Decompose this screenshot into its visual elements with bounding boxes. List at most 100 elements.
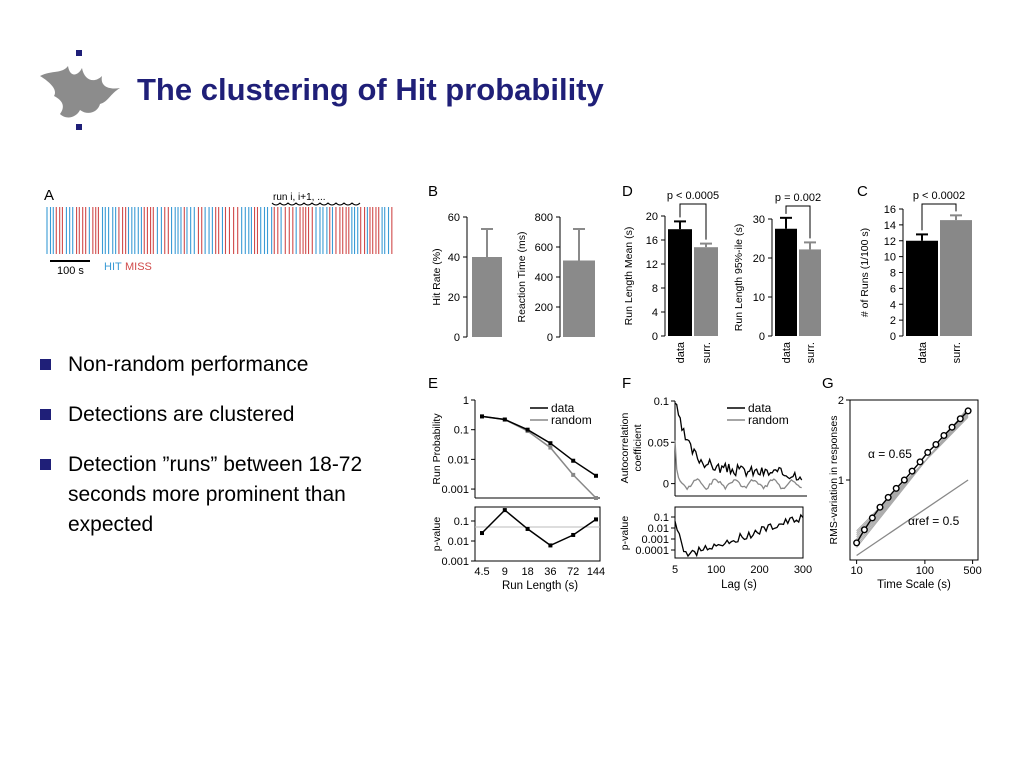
y-tick-label: 1 xyxy=(463,395,469,407)
legend-random-label: random xyxy=(551,413,592,427)
data-point xyxy=(571,472,576,477)
y-tick-label: 16 xyxy=(884,204,896,216)
data-point xyxy=(502,417,507,422)
run-bracket xyxy=(271,202,361,206)
data-point xyxy=(853,539,861,547)
reference-alpha-label: αref = 0.5 xyxy=(908,514,960,528)
flame-shape xyxy=(40,66,120,118)
y-axis-label: # of Runs (1/100 s) xyxy=(859,228,871,317)
x-tick-label: 100 xyxy=(916,565,934,577)
data-point xyxy=(900,476,908,484)
y-tick-label: 0.1 xyxy=(654,512,669,524)
y-tick-label: 16 xyxy=(646,235,658,247)
data-point xyxy=(548,543,553,548)
panel-letter-g: G xyxy=(822,375,834,392)
y-axis-label: p-value xyxy=(431,517,443,552)
bullet-item: Non-random performance xyxy=(40,350,370,380)
x-tick-label: 5 xyxy=(672,564,678,576)
y-axis-label: coefficient xyxy=(632,424,644,471)
y-tick-label: 0 xyxy=(663,479,669,491)
y-tick-label: 0.1 xyxy=(454,516,469,528)
y-axis-label: Hit Rate (%) xyxy=(431,248,443,305)
y-tick-label: 14 xyxy=(884,220,896,232)
y-tick-label: 0 xyxy=(759,331,765,343)
y-tick-label: 20 xyxy=(448,292,460,304)
bar-data xyxy=(906,240,938,336)
series-random-line xyxy=(481,415,597,499)
y-axis-label: Run Probability xyxy=(431,413,443,485)
bar-surrogate xyxy=(694,247,718,336)
y-axis-label: p-value xyxy=(619,516,631,551)
fit-alpha-label: α = 0.65 xyxy=(868,447,912,461)
y-tick-label: 0.01 xyxy=(448,536,469,548)
legend-data-label: data xyxy=(551,401,575,415)
x-tick-label: 300 xyxy=(794,564,812,576)
scale-bar-label: 100 s xyxy=(57,265,84,277)
data-point xyxy=(480,414,484,419)
x-tick-label: 500 xyxy=(963,565,981,577)
data-point xyxy=(924,448,932,456)
y-tick-label: 400 xyxy=(535,272,553,284)
p-value-frame xyxy=(474,506,601,562)
y-tick-label: 10 xyxy=(884,252,896,264)
data-point xyxy=(502,508,507,513)
x-axis-label: Run Length (s) xyxy=(502,580,578,592)
bar xyxy=(472,257,502,337)
bullet-text: Detections are clustered xyxy=(68,403,295,426)
y-tick-label: 10 xyxy=(753,292,765,304)
data-point xyxy=(948,423,956,431)
y-tick-label: 0.1 xyxy=(654,396,669,408)
y-tick-label: 12 xyxy=(646,259,658,271)
x-axis-label: Time Scale (s) xyxy=(877,579,951,591)
data-point xyxy=(548,441,553,446)
y-tick-label: 800 xyxy=(535,212,553,224)
bullet-square-icon xyxy=(40,459,51,470)
x-category-label: surr. xyxy=(701,342,713,363)
x-tick-label: 72 xyxy=(567,566,579,578)
data-point xyxy=(868,514,876,522)
y-tick-label: 1 xyxy=(838,475,844,487)
data-point xyxy=(594,517,598,522)
bar-data xyxy=(775,228,797,336)
panel-letter-d: D xyxy=(622,183,633,200)
bullet-list: Non-random performance Detections are cl… xyxy=(40,350,370,560)
y-tick-label: 0.01 xyxy=(648,523,669,535)
data-point xyxy=(571,532,576,537)
bullet-item: Detections are clustered xyxy=(40,400,370,430)
university-logo xyxy=(40,50,120,130)
y-tick-label: 0 xyxy=(454,332,460,344)
data-point xyxy=(548,445,553,450)
legend-data-label: data xyxy=(748,401,772,415)
p-value-label: p < 0.0002 xyxy=(913,190,965,202)
significance-bracket xyxy=(921,203,957,231)
x-category-label: data xyxy=(917,341,929,363)
y-tick-label: 0 xyxy=(652,331,658,343)
series-data-line xyxy=(674,402,803,481)
panel-letter-a: A xyxy=(44,187,54,204)
data-point xyxy=(964,407,972,415)
y-tick-label: 4 xyxy=(652,307,658,319)
y-tick-label: 0.05 xyxy=(648,437,669,449)
data-point xyxy=(525,526,530,531)
legend-miss-label: MISS xyxy=(125,261,152,273)
x-axis-label: Lag (s) xyxy=(721,579,757,591)
y-tick-label: 8 xyxy=(890,268,896,280)
y-tick-label: 20 xyxy=(753,253,765,265)
significance-bracket xyxy=(785,205,811,239)
panel-letter-f: F xyxy=(622,375,631,392)
panel-letter-c: C xyxy=(857,183,868,200)
p-value-frame xyxy=(674,506,804,559)
y-tick-label: 2 xyxy=(890,315,896,327)
y-tick-label: 4 xyxy=(890,299,896,311)
bullet-text: Detection ”runs” between 18-72 seconds m… xyxy=(68,453,363,536)
bullet-item: Detection ”runs” between 18-72 seconds m… xyxy=(40,450,370,540)
y-tick-label: 0.0001 xyxy=(635,545,669,557)
data-point xyxy=(884,493,892,501)
x-tick-label: 10 xyxy=(850,565,862,577)
y-tick-label: 0.001 xyxy=(441,556,469,568)
significance-bracket xyxy=(679,203,707,240)
x-tick-label: 36 xyxy=(544,566,556,578)
y-tick-label: 8 xyxy=(652,283,658,295)
x-tick-label: 100 xyxy=(707,564,725,576)
